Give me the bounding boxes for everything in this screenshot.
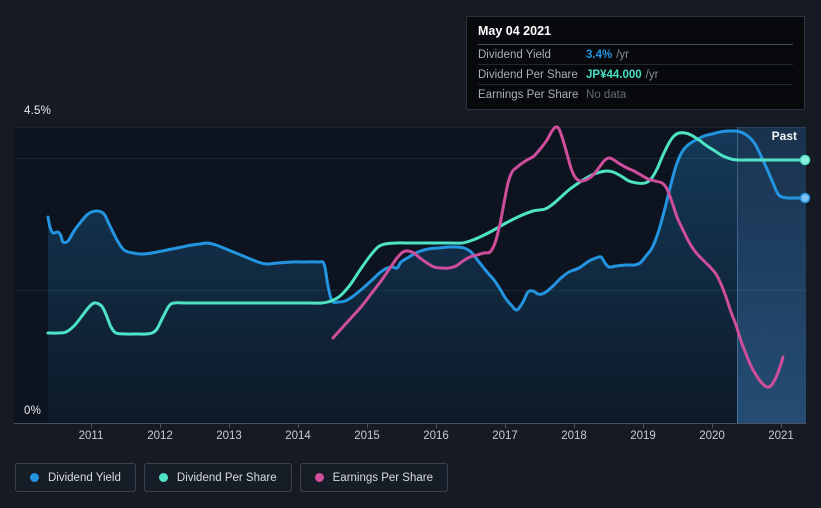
earnings-per-share-dot-icon — [314, 473, 324, 482]
legend-label: Dividend Per Share — [176, 471, 277, 484]
legend-chip-dividend-yield[interactable]: Dividend Yield — [15, 463, 136, 492]
x-axis-label-2015: 2015 — [354, 430, 380, 442]
dividend-per-share-dot-icon — [158, 473, 168, 482]
tooltip-value: JP¥44.000 — [586, 69, 642, 81]
x-axis-label-2018: 2018 — [561, 430, 587, 442]
tooltip-row-dividend-yield: Dividend Yield 3.4% /yr — [478, 45, 793, 65]
x-axis-label-2014: 2014 — [285, 430, 311, 442]
tooltip-unit: /yr — [645, 69, 659, 81]
chart-tooltip: May 04 2021 Dividend Yield 3.4% /yr Divi… — [466, 16, 805, 110]
tooltip-row-earnings-per-share: Earnings Per Share No data — [478, 85, 793, 104]
tooltip-unit: /yr — [616, 49, 629, 61]
tooltip-value: No data — [586, 89, 627, 101]
tooltip-label: Dividend Per Share — [478, 69, 578, 81]
legend-label: Earnings Per Share — [332, 471, 433, 484]
x-axis-label-2017: 2017 — [492, 430, 518, 442]
x-axis-label-2019: 2019 — [630, 430, 656, 442]
tooltip-date: May 04 2021 — [478, 24, 793, 45]
legend-label: Dividend Yield — [48, 471, 121, 484]
x-axis-label-2020: 2020 — [699, 430, 725, 442]
x-axis-label-2011: 2011 — [78, 430, 104, 442]
x-axis-label-2012: 2012 — [147, 430, 173, 442]
past-label: Past — [771, 129, 797, 143]
x-axis-label-2016: 2016 — [423, 430, 449, 442]
tooltip-label: Dividend Yield — [478, 49, 551, 61]
dividend-yield-dot-icon — [30, 473, 39, 482]
y-axis-label-bottom: 0% — [24, 405, 42, 417]
tooltip-value: 3.4% — [586, 49, 613, 61]
chart-legend: Dividend Yield Dividend Per Share Earnin… — [15, 463, 448, 492]
tooltip-row-dividend-per-share: Dividend Per Share JP¥44.000 /yr — [478, 65, 793, 85]
tooltip-label: Earnings Per Share — [478, 89, 579, 101]
x-axis-label-2013: 2013 — [216, 430, 242, 442]
x-axis-label-2021: 2021 — [768, 430, 794, 442]
legend-chip-dividend-per-share[interactable]: Dividend Per Share — [143, 463, 292, 492]
legend-chip-earnings-per-share[interactable]: Earnings Per Share — [299, 463, 448, 492]
y-axis-label-top: 4.5% — [24, 105, 52, 117]
